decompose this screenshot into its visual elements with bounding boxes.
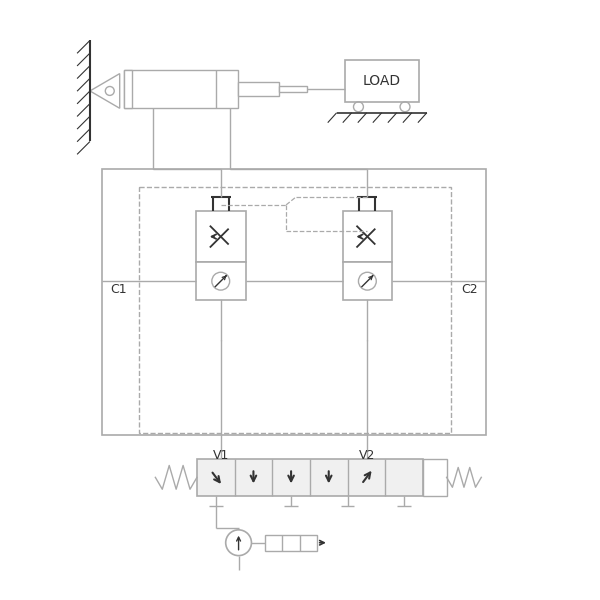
Text: V1: V1 <box>212 449 229 461</box>
Bar <box>196 211 245 262</box>
Bar <box>344 60 419 102</box>
Text: V2: V2 <box>359 449 376 461</box>
Bar <box>124 70 238 108</box>
Bar <box>279 86 307 92</box>
Bar <box>196 262 245 300</box>
Text: LOAD: LOAD <box>362 74 401 88</box>
Text: C1: C1 <box>110 283 127 296</box>
Bar <box>343 262 392 300</box>
Text: C2: C2 <box>462 283 478 296</box>
Bar <box>265 535 317 551</box>
Bar <box>102 169 486 435</box>
Bar <box>124 70 131 108</box>
Bar <box>139 187 451 433</box>
Polygon shape <box>90 74 119 108</box>
Bar <box>238 82 279 96</box>
Bar <box>343 211 392 262</box>
Bar <box>423 458 446 496</box>
Bar <box>197 458 423 496</box>
